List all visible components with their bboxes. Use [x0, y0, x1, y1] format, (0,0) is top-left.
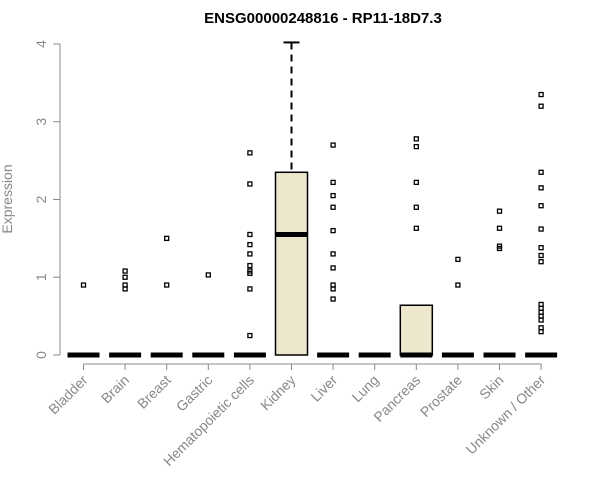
- outlier-layer: [80, 91, 544, 339]
- x-tick-label: Kidney: [257, 372, 299, 414]
- outlier-point: [164, 235, 170, 242]
- y-tick-label: 0: [33, 351, 49, 359]
- x-tick-label: Brain: [98, 372, 132, 406]
- box-group-pancreas: [399, 304, 434, 358]
- outlier-point: [247, 262, 253, 269]
- outlier-point: [247, 150, 253, 156]
- outlier-point: [496, 225, 503, 231]
- y-tick-label: 3: [33, 118, 49, 126]
- y-tick-label: 2: [33, 195, 49, 203]
- x-tick-label: Prostate: [417, 372, 465, 420]
- outlier-point: [330, 192, 336, 199]
- outlier-point: [538, 103, 544, 109]
- outlier-point: [538, 91, 544, 98]
- box: [274, 171, 309, 356]
- outlier-point: [538, 325, 544, 331]
- y-tick-label: 1: [33, 273, 49, 281]
- outlier-point: [330, 204, 336, 210]
- outlier-point: [164, 282, 170, 288]
- outlier-point: [538, 259, 544, 265]
- outlier-point: [330, 282, 336, 288]
- x-tick-label: Breast: [134, 372, 174, 412]
- outlier-point: [330, 251, 336, 257]
- outlier-point: [538, 185, 544, 191]
- outlier-point: [538, 203, 544, 209]
- outlier-point: [247, 181, 253, 187]
- x-tick-label: Lung: [348, 372, 381, 405]
- outlier-point: [413, 225, 419, 231]
- outlier-point: [122, 274, 128, 280]
- outlier-point: [330, 142, 336, 148]
- outlier-point: [247, 268, 253, 274]
- outlier-point: [330, 296, 336, 302]
- outlier-point: [413, 204, 419, 210]
- outlier-point: [80, 282, 87, 288]
- outlier-point: [247, 286, 253, 292]
- outlier-point: [413, 179, 419, 186]
- x-tick-label: Liver: [307, 372, 340, 405]
- outlier-point: [455, 256, 461, 263]
- outlier-point: [330, 179, 336, 186]
- outlier-point: [247, 241, 253, 248]
- y-tick-label: 4: [33, 40, 49, 48]
- outlier-point: [122, 282, 128, 288]
- axis-layer: 0 1 2 3 4: [33, 40, 61, 359]
- outlier-point: [330, 265, 336, 271]
- outlier-point: [455, 282, 461, 288]
- x-tick-label: Bladder: [45, 372, 91, 418]
- box: [399, 304, 434, 356]
- y-axis-label: Expression: [0, 164, 15, 233]
- outlier-point: [538, 169, 544, 175]
- outlier-point: [330, 227, 336, 234]
- outlier-point: [496, 208, 503, 214]
- outlier-point: [413, 143, 419, 150]
- x-tick-label: Skin: [476, 372, 507, 403]
- outlier-point: [538, 301, 544, 308]
- outlier-point: [496, 243, 503, 249]
- chart-title: ENSG00000248816 - RP11-18D7.3: [204, 10, 442, 27]
- box-group-kidney: [274, 41, 309, 356]
- outlier-point: [538, 226, 544, 232]
- outlier-point: [538, 245, 544, 251]
- outlier-point: [247, 251, 253, 257]
- box-layer: [67, 41, 558, 358]
- outlier-point: [413, 136, 419, 142]
- outlier-point: [122, 268, 128, 274]
- outlier-point: [205, 272, 211, 278]
- outlier-point: [247, 231, 253, 238]
- x-tick-label: Unknown / Other: [463, 372, 549, 458]
- outlier-point: [538, 252, 544, 259]
- outlier-point: [247, 332, 253, 339]
